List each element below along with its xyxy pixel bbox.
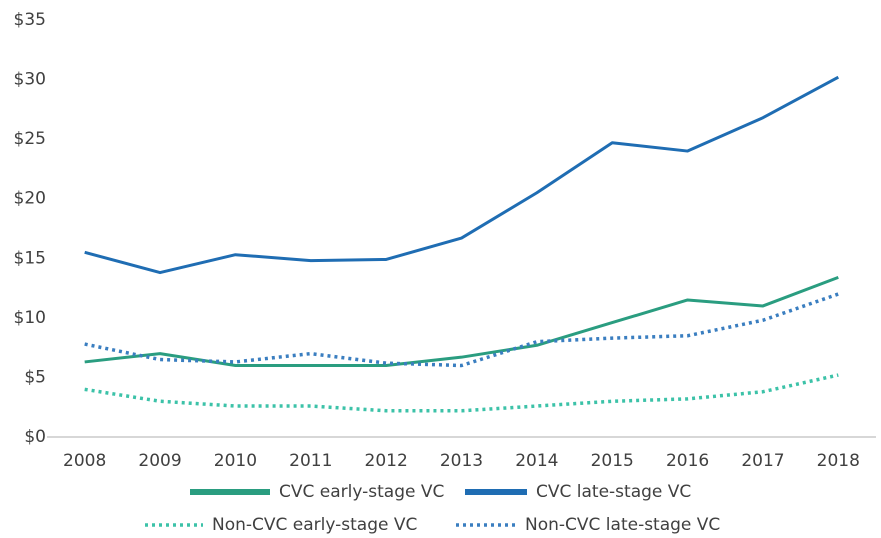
y-tick-label: $25 bbox=[14, 129, 46, 149]
legend-label: Non-CVC early-stage VC bbox=[212, 515, 417, 535]
series-line bbox=[84, 275, 839, 368]
x-tick-label: 2008 bbox=[63, 451, 106, 471]
x-tick-label: 2012 bbox=[365, 451, 408, 471]
x-tick-label: 2013 bbox=[440, 451, 483, 471]
x-tick-label: 2018 bbox=[817, 451, 860, 471]
series-line bbox=[84, 373, 839, 413]
series-line bbox=[84, 292, 839, 368]
legend-label: Non-CVC late-stage VC bbox=[525, 515, 720, 535]
y-tick-label: $5 bbox=[24, 367, 46, 387]
y-tick-label: $15 bbox=[14, 248, 46, 268]
y-tick-label: $35 bbox=[14, 10, 46, 30]
x-tick-label: 2017 bbox=[741, 451, 784, 471]
x-tick-label: 2014 bbox=[515, 451, 558, 471]
series-line bbox=[84, 75, 840, 275]
x-tick-label: 2009 bbox=[138, 451, 181, 471]
legend-label: CVC late-stage VC bbox=[536, 482, 691, 502]
x-tick-label: 2016 bbox=[666, 451, 709, 471]
x-tick-label: 2010 bbox=[214, 451, 257, 471]
y-tick-label: $0 bbox=[24, 427, 46, 447]
legend-label: CVC early-stage VC bbox=[279, 482, 444, 502]
y-tick-label: $10 bbox=[14, 308, 46, 328]
y-tick-label: $30 bbox=[14, 70, 46, 90]
y-tick-label: $20 bbox=[14, 189, 46, 209]
x-tick-label: 2015 bbox=[591, 451, 634, 471]
x-tick-label: 2011 bbox=[289, 451, 332, 471]
